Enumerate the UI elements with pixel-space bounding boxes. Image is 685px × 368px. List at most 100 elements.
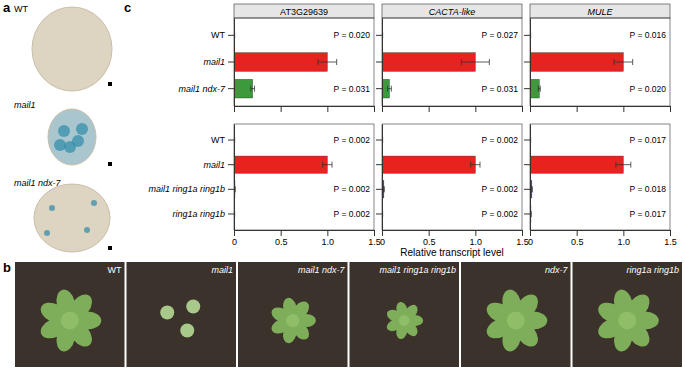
y-tick: WT [211, 30, 234, 40]
error-bar-cap [532, 186, 533, 192]
error-bar-cap [531, 186, 532, 192]
leaf [34, 184, 110, 252]
rosette-center [399, 315, 410, 326]
error-bar [471, 162, 480, 168]
x-tick: 0 [380, 230, 385, 247]
gus-stain [44, 230, 50, 236]
y-tick-mark [376, 164, 382, 165]
x-tick-mark [281, 106, 282, 112]
facet-strip [234, 4, 374, 18]
y-tick: ring1a ring1b [172, 209, 234, 219]
plot-frame [530, 124, 670, 230]
plot-frame [530, 18, 670, 106]
error-bar-cap [384, 186, 385, 192]
photo-background [15, 262, 125, 367]
x-tick-mark [281, 230, 282, 236]
y-tick-mark [228, 140, 234, 141]
p-value: P = 0.027 [482, 30, 519, 40]
plant-photo: ring1a ring1b [573, 262, 683, 367]
panel-label: mail1 [211, 265, 233, 275]
y-axis [524, 19, 531, 107]
leaf-photo: mail1 ndx-7 [14, 176, 114, 256]
error-bar [383, 186, 385, 192]
marks [382, 26, 489, 98]
y-tick-mark [524, 189, 530, 190]
p-value: P = 0.020 [630, 84, 667, 94]
y-axis [376, 19, 383, 107]
x-tick-mark [475, 106, 476, 112]
x-axis: 00.51.01.5 [232, 230, 381, 247]
leaf-photo: WT [14, 2, 114, 92]
y-tick-mark [524, 62, 530, 63]
y-tick-mark [524, 35, 530, 36]
error-bar-line [318, 62, 337, 63]
y-tick-mark [228, 164, 234, 165]
plot-frame [234, 124, 374, 230]
y-tick [524, 164, 530, 165]
x-tick [429, 106, 430, 112]
x-tick: 0.5 [571, 230, 584, 247]
y-tick-mark [524, 140, 530, 141]
p-value: P = 0.017 [630, 135, 667, 145]
x-tick [670, 106, 671, 112]
x-tick-mark [522, 106, 523, 112]
error-bar [614, 59, 633, 65]
bar [382, 156, 475, 173]
y-axis-line [530, 19, 531, 107]
panel-letter: c [124, 0, 131, 15]
bar [382, 53, 475, 72]
y-tick-label: mail1 [203, 57, 225, 67]
rosette-center [618, 312, 636, 330]
y-axis [376, 125, 383, 231]
chart-title: AT3G29639 [280, 7, 328, 17]
panel-label: ndx-7 [545, 265, 569, 275]
y-tick [524, 213, 530, 214]
y-tick-mark [228, 88, 234, 89]
rosette-center [286, 314, 299, 327]
y-tick-label: mail1 [203, 160, 225, 170]
x-tick [327, 106, 328, 112]
bar-chart: P = 0.002P = 0.002P = 0.00200.51.01.5WTm… [148, 124, 380, 247]
p-value: P = 0.002 [482, 184, 519, 194]
panel-label: mail1 ring1a ring1b [379, 265, 456, 275]
y-tick [376, 189, 382, 190]
panel-label: mail1 ndx-7 [298, 265, 346, 275]
x-axis-line [235, 106, 375, 107]
error-bar [538, 86, 540, 92]
error-bar-line [323, 164, 332, 165]
plant-photo: ndx-7 [461, 262, 571, 367]
y-tick [524, 62, 530, 63]
x-axis [383, 106, 523, 112]
y-tick-mark [524, 213, 530, 214]
error-bar-line [614, 62, 633, 63]
y-axis: WTmail1mail1 ndx-7 [178, 19, 234, 107]
plant-photo: mail1 [127, 262, 237, 367]
error-bar-cap [250, 86, 251, 92]
y-tick-mark [376, 213, 382, 214]
error-bar-line [251, 88, 255, 89]
x-tick-mark [670, 106, 671, 112]
error-bar-cap [387, 86, 388, 92]
x-tick-mark [577, 230, 578, 236]
x-tick [577, 106, 578, 112]
plot-frame [234, 18, 374, 106]
x-tick-mark [530, 106, 531, 112]
error-bar-cap [383, 186, 384, 192]
y-tick [376, 62, 382, 63]
x-tick-mark [522, 230, 523, 236]
bar [530, 79, 539, 98]
x-tick: 1.0 [322, 230, 335, 247]
bar [234, 156, 327, 173]
bar-chart: P = 0.002P = 0.002P = 0.00200.51.01.5 [376, 124, 529, 247]
x-tick [281, 106, 282, 112]
x-tick-mark [374, 106, 375, 112]
error-bar [461, 59, 489, 65]
x-tick-mark [475, 230, 476, 236]
x-tick-label: 1.5 [368, 237, 381, 247]
y-tick-mark [228, 62, 234, 63]
y-tick [376, 164, 382, 165]
x-tick-mark [234, 230, 235, 236]
error-bar-cap [332, 162, 333, 168]
gus-stain [64, 141, 76, 153]
y-tick: mail1 [203, 57, 234, 67]
